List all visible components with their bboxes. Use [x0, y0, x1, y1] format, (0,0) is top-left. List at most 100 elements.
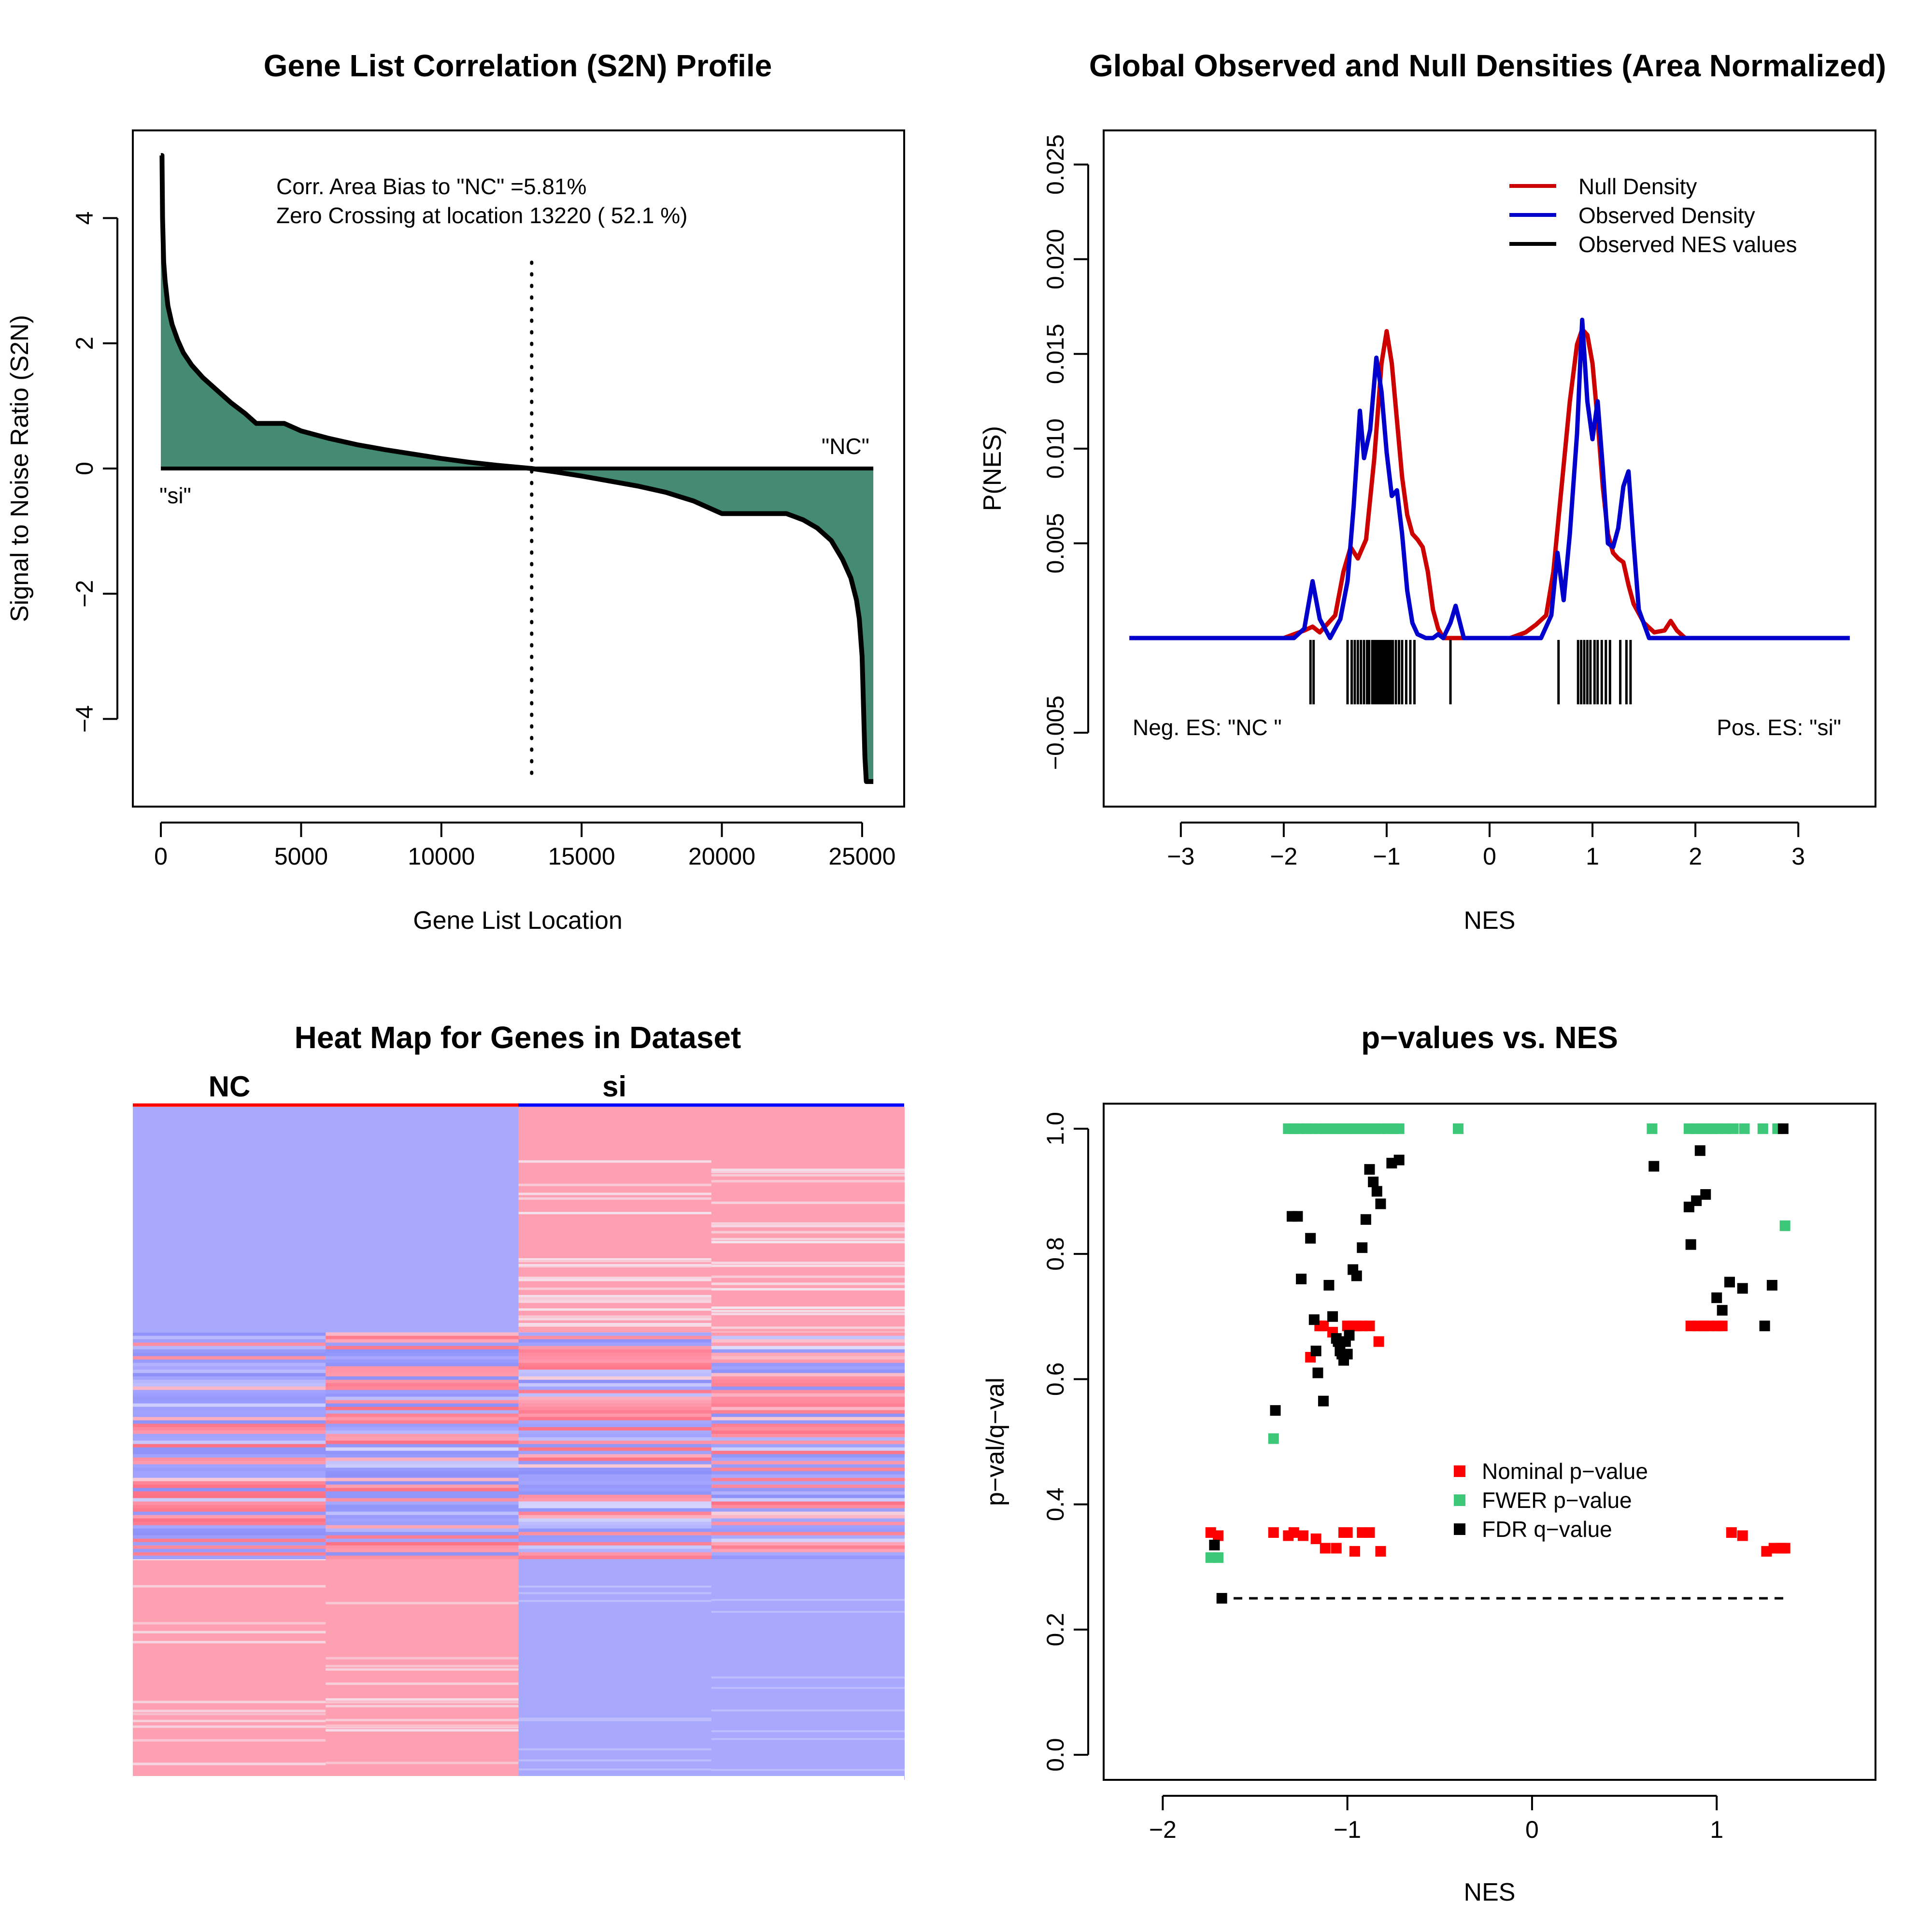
heatmap-row [133, 1481, 327, 1485]
fdr-q-point [1209, 1539, 1220, 1550]
s2n-profile-plot [159, 153, 874, 784]
heatmap-row [518, 1450, 712, 1455]
heatmap-stripe [326, 1701, 519, 1704]
heatmap-row [518, 1532, 712, 1536]
heatmap-stripe [326, 1705, 519, 1707]
heatmap-row [518, 1447, 712, 1451]
heatmap-row [133, 1488, 327, 1492]
heatmap-row [711, 1532, 905, 1536]
heatmap-row [711, 1518, 905, 1522]
heatmap-stripe [711, 1241, 905, 1244]
heatmap-row [711, 1515, 905, 1519]
density-plot [1129, 317, 1850, 705]
heatmap-row [518, 1477, 712, 1482]
heatmap-row [326, 1434, 519, 1438]
heatmap-row [518, 1545, 712, 1549]
heatmap-row [326, 1467, 519, 1472]
heatmap-row [326, 1525, 519, 1529]
nominal-p-point [1373, 1336, 1384, 1347]
fdr-q-point [1360, 1214, 1371, 1225]
heatmap-group-si-label: si [602, 1070, 626, 1103]
heatmap-row [133, 1511, 327, 1516]
heatmap-row [326, 1356, 519, 1360]
heatmap-row [133, 1552, 327, 1556]
heatmap-stripe [518, 1592, 712, 1594]
heatmap-stripe [711, 1611, 905, 1613]
heatmap-row [133, 1548, 327, 1553]
heatmap-stripe [133, 1725, 327, 1728]
heatmap-stripe [518, 1759, 712, 1762]
s2n-y-axis-label: Signal to Noise Ratio (S2N) [6, 315, 34, 622]
heatmap-row [711, 1417, 905, 1421]
heatmap-stripe [518, 1719, 712, 1721]
heatmap-row [133, 1498, 327, 1502]
heatmap-bottom-gap [133, 1776, 904, 1780]
heatmap-row [518, 1423, 712, 1428]
fdr-q-point [1308, 1314, 1320, 1325]
heatmap-block-top [133, 1107, 327, 1333]
heatmap-row [133, 1359, 327, 1364]
heatmap-row [326, 1447, 519, 1451]
fdr-q-point [1766, 1279, 1777, 1291]
heatmap-row [133, 1440, 327, 1445]
heatmap-row [518, 1427, 712, 1431]
heatmap-row [518, 1525, 712, 1529]
heatmap-stripe [133, 1739, 327, 1742]
heatmap-row [326, 1393, 519, 1397]
heatmap-row [711, 1498, 905, 1502]
heatmap-row [326, 1444, 519, 1448]
heatmap-row [711, 1393, 905, 1397]
legend-swatch-fwer [1454, 1494, 1465, 1506]
neg-es-annotation: Neg. ES: "NC " [1133, 715, 1282, 740]
heatmap-row [711, 1386, 905, 1391]
heatmap-row [326, 1440, 519, 1445]
heatmap-stripe [711, 1676, 905, 1679]
heatmap-block-top [326, 1107, 519, 1333]
density-frame [1103, 129, 1876, 808]
pvalue-x-axis-label: NES [1464, 1878, 1516, 1906]
heatmap-row [518, 1521, 712, 1526]
fdr-q-point [1724, 1277, 1735, 1288]
heatmap-row [711, 1450, 905, 1455]
heatmap-row [326, 1450, 519, 1455]
density-x-tick-label: 0 [1483, 843, 1496, 870]
heatmap-row [133, 1423, 327, 1428]
heatmap-row [133, 1383, 327, 1387]
heatmap-row [711, 1484, 905, 1489]
heatmap-stripe [518, 1748, 712, 1750]
heatmap-row [711, 1359, 905, 1364]
heatmap-stripe [518, 1294, 712, 1297]
fdr-q-point [1777, 1123, 1789, 1134]
heatmap-row [326, 1406, 519, 1411]
nominal-p-point [1364, 1527, 1375, 1538]
heatmap-row [518, 1339, 712, 1343]
heatmap-stripe [326, 1698, 519, 1701]
heatmap-row [326, 1481, 519, 1485]
s2n-profile-frame [132, 129, 905, 808]
heatmap-stripe [326, 1729, 519, 1732]
heatmap-stripe [326, 1682, 519, 1685]
fdr-q-point [1327, 1311, 1338, 1322]
heatmap-stripe [518, 1287, 712, 1290]
heatmap-row [326, 1390, 519, 1394]
heatmap-stripe [711, 1288, 905, 1291]
density-x-tick-label: 3 [1791, 843, 1805, 870]
density-x-tick-label: 2 [1689, 843, 1702, 870]
s2n-y-tick-label: 2 [71, 337, 98, 350]
heatmap-row [133, 1501, 327, 1506]
heatmap-row [711, 1346, 905, 1350]
pvalue-x-tick-label: 1 [1710, 1816, 1723, 1843]
heatmap-row [133, 1535, 327, 1539]
heatmap-row [518, 1349, 712, 1353]
s2n-x-axis-label: Gene List Location [413, 907, 623, 935]
heatmap-row [326, 1484, 519, 1489]
heatmap-row [518, 1369, 712, 1374]
heatmap-stripe [518, 1600, 712, 1602]
heatmap-row [326, 1511, 519, 1516]
heatmap-stripe [711, 1238, 905, 1241]
heatmap-row [711, 1366, 905, 1370]
heatmap-row [133, 1461, 327, 1465]
heatmap-row [518, 1406, 712, 1411]
heatmap-row [326, 1427, 519, 1431]
heatmap-stripe [133, 1701, 327, 1704]
